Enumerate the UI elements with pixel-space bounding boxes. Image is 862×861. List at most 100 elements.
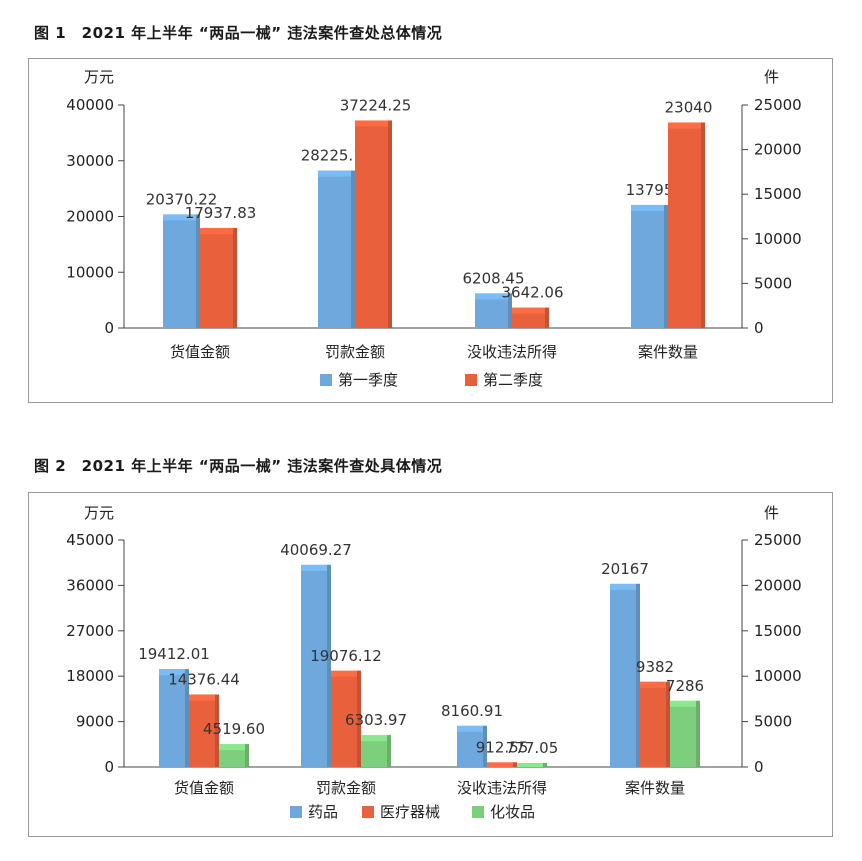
fig2-bar — [189, 694, 219, 767]
fig2-bar-cap — [159, 669, 189, 676]
fig2-data-label: 19076.12 — [310, 647, 382, 665]
fig1-left-tick-label: 30000 — [66, 152, 114, 170]
fig1-right-tick-label: 25000 — [754, 96, 802, 114]
fig1-bar-cap — [200, 227, 237, 234]
fig2-legend-swatch — [362, 806, 374, 818]
fig2-bar-cap — [219, 744, 249, 751]
fig2-bar-side — [696, 700, 700, 767]
fig1-bar-cap — [512, 307, 549, 314]
fig1-bar-side — [388, 120, 392, 328]
fig1-right-tick-label: 0 — [754, 319, 764, 337]
fig2-bar-cap — [361, 735, 391, 742]
fig2-bar-side — [185, 669, 189, 767]
fig2-right-tick-label: 20000 — [754, 576, 802, 594]
fig2-bar-side — [245, 744, 249, 767]
fig1-bar — [318, 170, 355, 328]
fig2-legend-label: 药品 — [308, 803, 338, 821]
figure-2-title: 图 2 2021 年上半年 “两品一械” 违法案件查处具体情况 — [34, 457, 443, 475]
fig2-data-label: 8160.91 — [441, 702, 503, 720]
fig1-bar — [200, 227, 237, 328]
fig1-data-label: 13795 — [626, 181, 674, 199]
fig2-data-label: 777.05 — [506, 739, 559, 757]
fig2-bar-side — [357, 670, 361, 767]
fig1-bar-side — [233, 227, 237, 328]
fig1-bar-side — [196, 214, 200, 328]
fig2-left-tick-label: 27000 — [66, 622, 114, 640]
fig2-data-label: 19412.01 — [138, 645, 210, 663]
fig2-bar-cap — [189, 694, 219, 701]
fig2-bar-side — [636, 583, 640, 767]
fig2-data-label: 912.55 — [476, 738, 529, 756]
fig2-category-label: 罚款金额 — [316, 779, 376, 797]
fig2-bar-side — [666, 681, 670, 767]
fig2-left-tick-label: 45000 — [66, 531, 114, 549]
fig2-data-label: 7286 — [666, 677, 704, 695]
fig1-bar-cap — [475, 293, 512, 300]
fig1-bar-cap — [355, 120, 392, 127]
fig1-right-tick-label: 20000 — [754, 141, 802, 159]
fig1-bar-side — [701, 122, 705, 328]
fig2-legend-swatch — [472, 806, 484, 818]
fig1-data-label: 37224.25 — [340, 96, 412, 114]
fig2-bar-cap — [517, 763, 547, 767]
fig2-bar-side — [513, 762, 517, 767]
fig1-right-unit: 件 — [764, 68, 779, 86]
fig2-legend-label: 医疗器械 — [380, 803, 440, 821]
fig1-bar-cap — [163, 214, 200, 221]
fig2-bar-cap — [457, 725, 487, 732]
fig2-bar-cap — [331, 670, 361, 677]
fig2-right-tick-label: 25000 — [754, 531, 802, 549]
fig2-left-unit: 万元 — [84, 504, 114, 522]
fig1-right-tick-label: 10000 — [754, 230, 802, 248]
fig1-legend-swatch — [465, 374, 477, 386]
fig2-frame — [28, 492, 833, 837]
fig2-data-label: 14376.44 — [168, 670, 240, 688]
fig2-left-tick-label: 18000 — [66, 667, 114, 685]
fig1-bar — [631, 204, 668, 328]
fig2-right-tick-label: 10000 — [754, 667, 802, 685]
fig1-left-tick-label: 0 — [104, 319, 114, 337]
fig2-legend-label: 化妆品 — [490, 803, 535, 821]
fig2-bar — [610, 583, 640, 767]
fig1-bar-side — [508, 293, 512, 328]
fig2-bar — [640, 681, 670, 767]
fig2-bar — [301, 564, 331, 767]
fig2-bar-side — [387, 735, 391, 767]
fig2-bar-cap — [610, 583, 640, 590]
fig2-bar-cap — [487, 762, 517, 767]
fig2-category-label: 没收违法所得 — [457, 779, 547, 797]
fig2-right-unit: 件 — [764, 504, 779, 522]
fig1-bar — [668, 122, 705, 328]
fig2-data-label: 40069.27 — [280, 541, 352, 559]
fig1-bar-cap — [668, 122, 705, 129]
fig1-bar-cap — [318, 170, 355, 177]
fig2-category-label: 案件数量 — [625, 779, 685, 797]
fig2-bar-side — [543, 763, 547, 767]
fig2-left-tick-label: 9000 — [76, 713, 114, 731]
fig1-data-label: 6208.45 — [462, 269, 524, 287]
fig1-legend-swatch — [320, 374, 332, 386]
fig1-data-label: 28225.11 — [301, 147, 373, 165]
fig2-bar — [331, 670, 361, 767]
fig2-bar-side — [327, 564, 331, 767]
fig1-bar — [355, 120, 392, 328]
fig1-data-label: 3642.06 — [501, 284, 563, 302]
fig1-left-tick-label: 10000 — [66, 263, 114, 281]
fig1-right-tick-label: 15000 — [754, 185, 802, 203]
fig2-bar-side — [215, 694, 219, 767]
fig1-left-unit: 万元 — [84, 68, 114, 86]
fig1-left-tick-label: 20000 — [66, 208, 114, 226]
fig2-bar-cap — [640, 681, 670, 688]
fig2-right-tick-label: 0 — [754, 758, 764, 776]
fig2-bar — [457, 725, 487, 767]
fig2-data-label: 9382 — [636, 658, 674, 676]
fig2-data-label: 6303.97 — [345, 711, 407, 729]
fig2-category-label: 货值金额 — [174, 779, 234, 797]
fig2-right-tick-label: 5000 — [754, 713, 792, 731]
fig2-bar-cap — [301, 564, 331, 571]
fig1-category-label: 案件数量 — [638, 343, 698, 361]
fig2-legend-swatch — [290, 806, 302, 818]
fig2-bar-cap — [670, 700, 700, 707]
fig1-legend-label: 第二季度 — [483, 371, 543, 389]
fig1-category-label: 罚款金额 — [325, 343, 385, 361]
